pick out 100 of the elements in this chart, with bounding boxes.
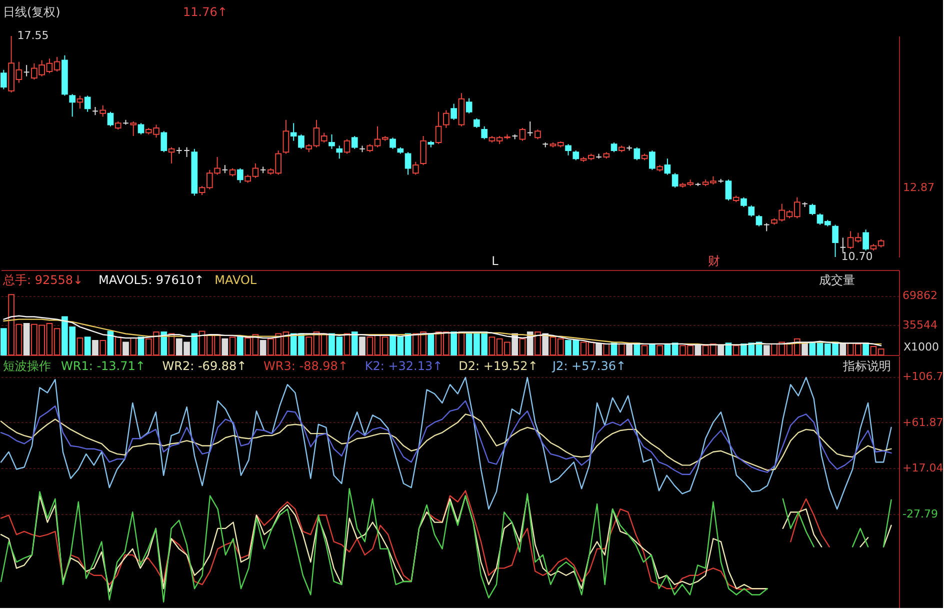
- y-tick-label: +61.87: [902, 416, 944, 429]
- bar: [519, 338, 526, 356]
- candlestick: [466, 98, 472, 114]
- bar: [534, 332, 541, 356]
- series-label: 总手: 92558↓: [2, 273, 84, 287]
- candlestick: [565, 144, 572, 156]
- bar: [92, 340, 98, 356]
- bar: [732, 345, 740, 356]
- bar: [596, 343, 602, 356]
- bar: [526, 332, 534, 356]
- line-series: [0, 414, 892, 471]
- candlestick: [404, 152, 412, 176]
- text: WR2: -69.88↑: [162, 359, 247, 373]
- bar: [840, 343, 846, 356]
- bar: [122, 342, 129, 356]
- annotation: 成交量: [819, 273, 855, 287]
- bar: [862, 342, 869, 356]
- annotation: L: [492, 254, 499, 268]
- candlestick: [130, 120, 137, 137]
- candlestick: [862, 229, 869, 252]
- y-tick-label: +17.04: [902, 462, 944, 475]
- bar: [694, 345, 702, 356]
- candlestick: [832, 224, 838, 258]
- bar: [603, 343, 610, 356]
- bar: [114, 336, 122, 356]
- text: WR1: -13.71↑: [61, 359, 146, 373]
- bar: [191, 333, 198, 356]
- candlestick: [840, 237, 846, 253]
- candlestick: [672, 172, 678, 188]
- candlestick: [138, 122, 144, 135]
- candlestick: [412, 161, 419, 176]
- bar: [656, 345, 663, 356]
- bar: [626, 343, 632, 356]
- candlestick: [328, 134, 335, 150]
- candlestick: [184, 146, 190, 158]
- line-series: [0, 376, 892, 510]
- candlestick: [76, 95, 84, 110]
- y-axis-title: X1000: [904, 340, 940, 354]
- bar: [229, 336, 236, 356]
- y-tick-label: 69862: [902, 289, 938, 302]
- candlestick: [534, 129, 541, 140]
- candlestick: [0, 69, 7, 90]
- bar: [428, 333, 434, 356]
- bar: [718, 345, 724, 356]
- bar: [237, 336, 244, 356]
- bar: [138, 336, 144, 356]
- candlestick: [740, 196, 747, 208]
- candlestick: [748, 204, 755, 218]
- candlestick: [84, 95, 91, 112]
- candlestick: [168, 146, 175, 164]
- candlestick: [107, 111, 114, 127]
- candlestick: [519, 127, 526, 142]
- candlestick: [443, 110, 450, 128]
- candlestick: [351, 136, 358, 150]
- candlestick: [336, 145, 343, 160]
- bar: [542, 333, 549, 356]
- bar: [100, 340, 106, 356]
- candlestick: [649, 150, 656, 170]
- candlestick: [610, 142, 618, 153]
- bar: [260, 340, 266, 356]
- chart-title: 日线(复权): [3, 5, 60, 19]
- annotation: 指标说明: [842, 359, 891, 373]
- bar: [359, 336, 366, 356]
- bar: [107, 330, 114, 356]
- candlestick: [809, 203, 816, 216]
- bar: [450, 332, 457, 356]
- annotation: 10.70: [841, 250, 873, 263]
- candlestick: [69, 94, 76, 118]
- bar: [802, 342, 808, 356]
- candlestick: [420, 136, 426, 166]
- text: 12.87: [903, 181, 934, 194]
- bar: [618, 343, 625, 356]
- candlestick: [390, 137, 396, 150]
- series-label: J2: +57.36↑: [552, 359, 626, 373]
- candlestick: [634, 146, 640, 161]
- annotation: 17.55: [17, 29, 49, 42]
- candlestick: [344, 138, 350, 154]
- candlestick: [435, 111, 442, 145]
- bar: [76, 338, 84, 356]
- candlestick: [23, 64, 30, 77]
- bar: [351, 332, 358, 356]
- candlestick: [100, 104, 106, 118]
- candlestick: [282, 119, 290, 154]
- candlestick: [572, 150, 580, 161]
- candlestick: [450, 103, 457, 120]
- text: MAVOL5: 97610↑: [98, 273, 204, 287]
- chart-title: 短波操作: [3, 359, 51, 373]
- y-tick-label: +106.7: [902, 370, 944, 384]
- bar: [641, 345, 648, 356]
- candlestick: [160, 130, 168, 153]
- candlestick: [481, 126, 488, 140]
- text: MAVOL: [214, 273, 257, 287]
- bar: [763, 345, 770, 356]
- annotation: 财: [708, 254, 720, 268]
- bar: [130, 338, 137, 356]
- text: WR3: -88.98↑: [264, 359, 348, 373]
- candlestick: [237, 168, 244, 184]
- candlestick: [474, 118, 480, 128]
- bar: [0, 328, 7, 356]
- bar: [649, 343, 656, 356]
